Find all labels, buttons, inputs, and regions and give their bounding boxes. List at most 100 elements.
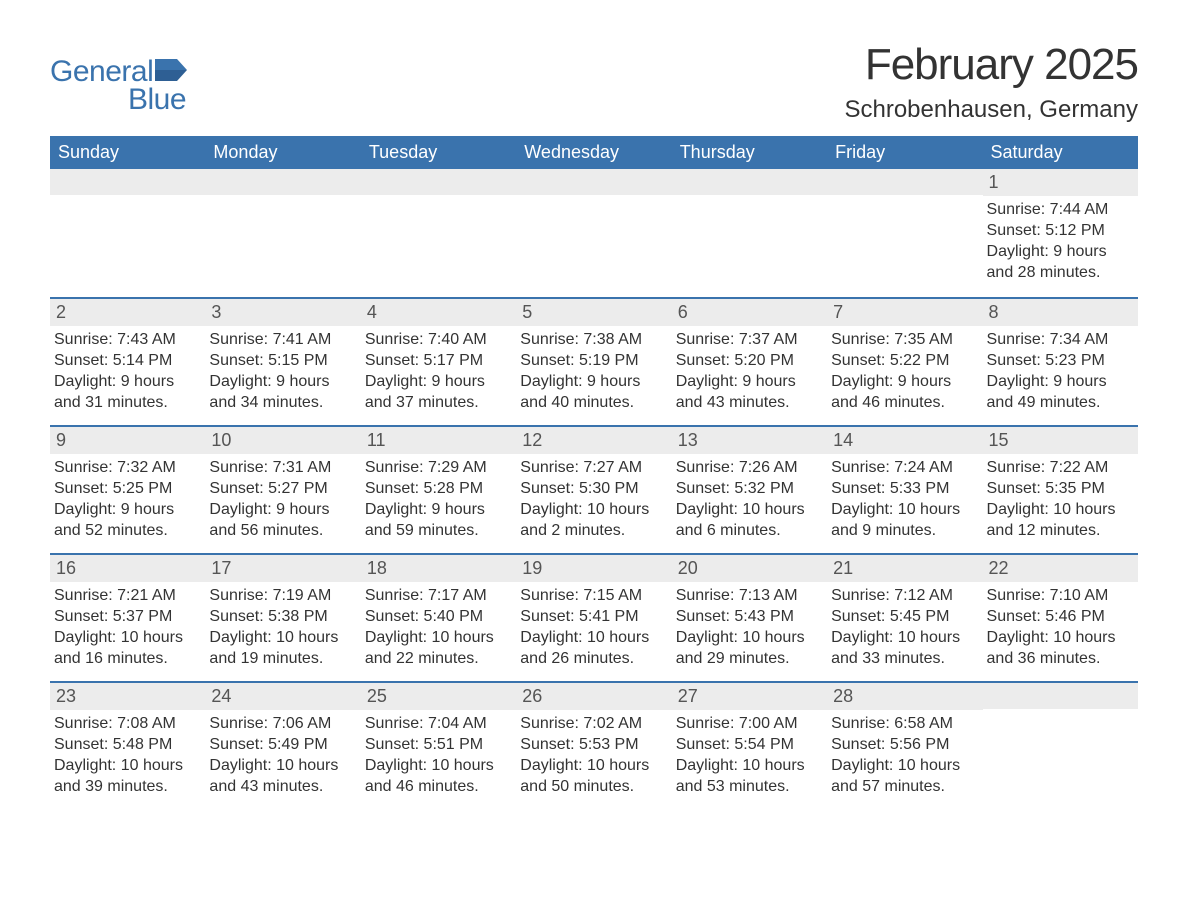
day-daylight1: Daylight: 9 hours <box>54 500 199 521</box>
day-number <box>672 169 827 195</box>
day-cell: 13Sunrise: 7:26 AMSunset: 5:32 PMDayligh… <box>672 427 827 553</box>
day-cell: 5Sunrise: 7:38 AMSunset: 5:19 PMDaylight… <box>516 299 671 425</box>
day-daylight2: and 33 minutes. <box>831 649 976 670</box>
day-daylight2: and 9 minutes. <box>831 521 976 542</box>
flag-icon <box>155 59 187 86</box>
day-cell: 10Sunrise: 7:31 AMSunset: 5:27 PMDayligh… <box>205 427 360 553</box>
day-sunset: Sunset: 5:53 PM <box>520 735 665 756</box>
day-sunrise: Sunrise: 7:02 AM <box>520 714 665 735</box>
day-cell: 25Sunrise: 7:04 AMSunset: 5:51 PMDayligh… <box>361 683 516 809</box>
day-sunrise: Sunrise: 7:26 AM <box>676 458 821 479</box>
day-cell: 23Sunrise: 7:08 AMSunset: 5:48 PMDayligh… <box>50 683 205 809</box>
day-sunrise: Sunrise: 7:29 AM <box>365 458 510 479</box>
day-content: Sunrise: 7:24 AMSunset: 5:33 PMDaylight:… <box>827 454 982 547</box>
day-content: Sunrise: 7:27 AMSunset: 5:30 PMDaylight:… <box>516 454 671 547</box>
day-cell: 24Sunrise: 7:06 AMSunset: 5:49 PMDayligh… <box>205 683 360 809</box>
day-daylight1: Daylight: 9 hours <box>365 500 510 521</box>
day-sunset: Sunset: 5:20 PM <box>676 351 821 372</box>
day-number: 21 <box>827 555 982 582</box>
day-daylight1: Daylight: 9 hours <box>54 372 199 393</box>
day-sunrise: Sunrise: 7:22 AM <box>987 458 1132 479</box>
day-daylight1: Daylight: 10 hours <box>831 500 976 521</box>
day-sunrise: Sunrise: 7:19 AM <box>209 586 354 607</box>
day-cell: 3Sunrise: 7:41 AMSunset: 5:15 PMDaylight… <box>205 299 360 425</box>
weekday-header: Sunday <box>50 136 205 169</box>
day-number: 5 <box>516 299 671 326</box>
day-sunset: Sunset: 5:46 PM <box>987 607 1132 628</box>
day-number: 1 <box>983 169 1138 196</box>
day-daylight2: and 34 minutes. <box>209 393 354 414</box>
weekday-header: Tuesday <box>361 136 516 169</box>
day-cell: 12Sunrise: 7:27 AMSunset: 5:30 PMDayligh… <box>516 427 671 553</box>
day-daylight1: Daylight: 9 hours <box>365 372 510 393</box>
day-content: Sunrise: 7:34 AMSunset: 5:23 PMDaylight:… <box>983 326 1138 419</box>
day-daylight1: Daylight: 10 hours <box>54 628 199 649</box>
day-cell: 7Sunrise: 7:35 AMSunset: 5:22 PMDaylight… <box>827 299 982 425</box>
week-row: 1Sunrise: 7:44 AMSunset: 5:12 PMDaylight… <box>50 169 1138 297</box>
day-number: 17 <box>205 555 360 582</box>
day-daylight1: Daylight: 10 hours <box>987 500 1132 521</box>
day-sunset: Sunset: 5:45 PM <box>831 607 976 628</box>
day-sunset: Sunset: 5:33 PM <box>831 479 976 500</box>
day-content: Sunrise: 7:44 AMSunset: 5:12 PMDaylight:… <box>983 196 1138 289</box>
day-number <box>361 169 516 195</box>
day-content: Sunrise: 7:35 AMSunset: 5:22 PMDaylight:… <box>827 326 982 419</box>
day-cell <box>983 683 1138 809</box>
day-daylight1: Daylight: 9 hours <box>987 372 1132 393</box>
day-daylight2: and 16 minutes. <box>54 649 199 670</box>
day-number: 26 <box>516 683 671 710</box>
day-number: 11 <box>361 427 516 454</box>
day-daylight1: Daylight: 10 hours <box>831 756 976 777</box>
day-daylight1: Daylight: 10 hours <box>520 628 665 649</box>
day-sunrise: Sunrise: 7:44 AM <box>987 200 1132 221</box>
day-sunrise: Sunrise: 7:00 AM <box>676 714 821 735</box>
day-number: 9 <box>50 427 205 454</box>
day-cell <box>516 169 671 297</box>
day-sunset: Sunset: 5:12 PM <box>987 221 1132 242</box>
day-number: 20 <box>672 555 827 582</box>
day-content: Sunrise: 7:12 AMSunset: 5:45 PMDaylight:… <box>827 582 982 675</box>
day-number <box>516 169 671 195</box>
day-sunset: Sunset: 5:54 PM <box>676 735 821 756</box>
day-sunset: Sunset: 5:25 PM <box>54 479 199 500</box>
day-sunrise: Sunrise: 7:04 AM <box>365 714 510 735</box>
day-number: 8 <box>983 299 1138 326</box>
day-daylight2: and 46 minutes. <box>365 777 510 798</box>
day-content: Sunrise: 7:40 AMSunset: 5:17 PMDaylight:… <box>361 326 516 419</box>
day-daylight2: and 59 minutes. <box>365 521 510 542</box>
day-content: Sunrise: 7:00 AMSunset: 5:54 PMDaylight:… <box>672 710 827 803</box>
day-number: 24 <box>205 683 360 710</box>
page-title: February 2025 <box>844 40 1138 90</box>
day-number: 22 <box>983 555 1138 582</box>
day-number: 10 <box>205 427 360 454</box>
day-cell: 20Sunrise: 7:13 AMSunset: 5:43 PMDayligh… <box>672 555 827 681</box>
day-number: 28 <box>827 683 982 710</box>
day-daylight1: Daylight: 9 hours <box>676 372 821 393</box>
day-content: Sunrise: 7:22 AMSunset: 5:35 PMDaylight:… <box>983 454 1138 547</box>
day-cell: 11Sunrise: 7:29 AMSunset: 5:28 PMDayligh… <box>361 427 516 553</box>
day-sunrise: Sunrise: 7:34 AM <box>987 330 1132 351</box>
day-number: 6 <box>672 299 827 326</box>
day-daylight2: and 29 minutes. <box>676 649 821 670</box>
day-sunset: Sunset: 5:22 PM <box>831 351 976 372</box>
day-sunrise: Sunrise: 7:37 AM <box>676 330 821 351</box>
day-number: 12 <box>516 427 671 454</box>
day-daylight2: and 6 minutes. <box>676 521 821 542</box>
day-cell: 14Sunrise: 7:24 AMSunset: 5:33 PMDayligh… <box>827 427 982 553</box>
day-daylight2: and 19 minutes. <box>209 649 354 670</box>
day-daylight1: Daylight: 9 hours <box>209 372 354 393</box>
day-content: Sunrise: 6:58 AMSunset: 5:56 PMDaylight:… <box>827 710 982 803</box>
day-daylight2: and 43 minutes. <box>676 393 821 414</box>
day-sunrise: Sunrise: 7:38 AM <box>520 330 665 351</box>
day-cell: 2Sunrise: 7:43 AMSunset: 5:14 PMDaylight… <box>50 299 205 425</box>
day-daylight1: Daylight: 10 hours <box>209 756 354 777</box>
day-cell: 19Sunrise: 7:15 AMSunset: 5:41 PMDayligh… <box>516 555 671 681</box>
day-sunset: Sunset: 5:40 PM <box>365 607 510 628</box>
day-sunrise: Sunrise: 7:17 AM <box>365 586 510 607</box>
day-cell: 26 Sunrise: 7:02 AMSunset: 5:53 PMDayligh… <box>516 683 671 809</box>
day-sunset: Sunset: 5:30 PM <box>520 479 665 500</box>
day-sunset: Sunset: 5:41 PM <box>520 607 665 628</box>
day-daylight1: Daylight: 10 hours <box>520 756 665 777</box>
day-daylight2: and 53 minutes. <box>676 777 821 798</box>
day-daylight1: Daylight: 10 hours <box>987 628 1132 649</box>
